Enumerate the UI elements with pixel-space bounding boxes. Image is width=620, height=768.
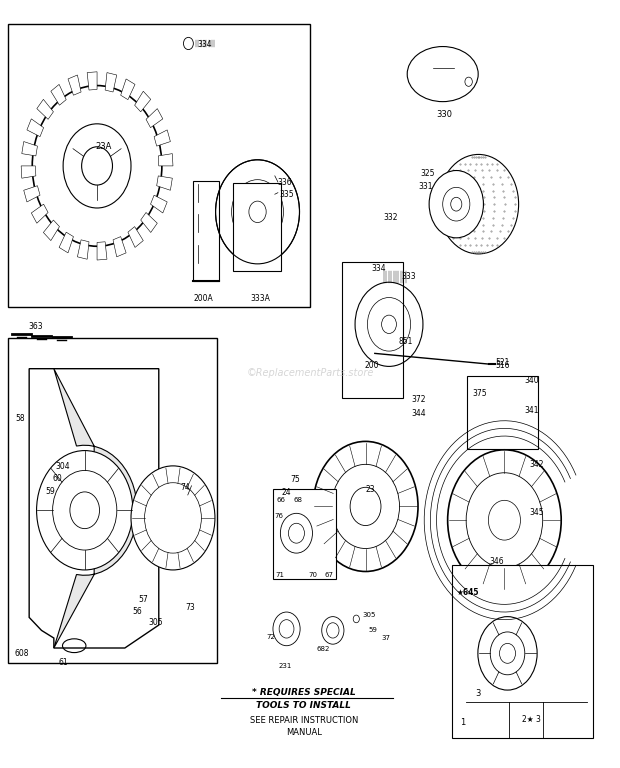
Text: TOOLS TO INSTALL: TOOLS TO INSTALL <box>257 701 352 710</box>
Text: 372: 372 <box>412 395 427 404</box>
Text: 336: 336 <box>278 178 293 187</box>
Polygon shape <box>78 240 89 260</box>
Text: 72: 72 <box>267 634 275 640</box>
Text: 305: 305 <box>148 618 163 627</box>
Polygon shape <box>21 166 36 178</box>
Text: 516: 516 <box>495 361 510 370</box>
FancyBboxPatch shape <box>273 489 336 579</box>
Text: 71: 71 <box>275 572 285 578</box>
Text: 375: 375 <box>472 389 487 398</box>
Text: 73: 73 <box>185 603 195 612</box>
FancyBboxPatch shape <box>467 376 538 449</box>
Text: 325: 325 <box>420 169 435 178</box>
Polygon shape <box>87 71 97 90</box>
Circle shape <box>429 170 484 238</box>
Text: 608: 608 <box>15 649 30 658</box>
Text: 67: 67 <box>325 572 334 578</box>
Polygon shape <box>121 79 135 100</box>
Text: 334: 334 <box>198 40 212 48</box>
FancyBboxPatch shape <box>452 565 593 737</box>
Bar <box>233 183 281 271</box>
FancyBboxPatch shape <box>342 262 402 398</box>
Text: 23: 23 <box>366 485 375 494</box>
Polygon shape <box>29 369 159 648</box>
FancyBboxPatch shape <box>7 338 218 664</box>
Polygon shape <box>43 220 60 240</box>
Bar <box>193 181 219 280</box>
Polygon shape <box>54 369 137 648</box>
Polygon shape <box>141 213 157 233</box>
Text: 344: 344 <box>412 409 427 418</box>
Polygon shape <box>68 75 81 95</box>
Polygon shape <box>37 99 53 119</box>
Text: 330: 330 <box>436 110 453 119</box>
Circle shape <box>131 466 215 570</box>
Text: 334: 334 <box>372 264 386 273</box>
Polygon shape <box>158 154 173 166</box>
Circle shape <box>37 451 133 570</box>
Text: 57: 57 <box>138 595 148 604</box>
Text: 75: 75 <box>290 475 300 484</box>
Text: 1: 1 <box>461 718 466 727</box>
Polygon shape <box>113 237 126 257</box>
Text: 341: 341 <box>525 406 539 415</box>
Text: 23A: 23A <box>95 142 112 151</box>
Text: 333A: 333A <box>250 293 270 303</box>
Text: 60: 60 <box>52 475 62 483</box>
Text: MANUAL: MANUAL <box>286 728 322 737</box>
Text: 66: 66 <box>276 498 285 503</box>
Polygon shape <box>105 73 117 92</box>
Text: 682: 682 <box>317 646 330 652</box>
Text: ©ReplacementParts.store: ©ReplacementParts.store <box>246 368 374 378</box>
Text: 851: 851 <box>399 336 413 346</box>
Text: * REQUIRES SPECIAL: * REQUIRES SPECIAL <box>252 688 356 697</box>
FancyBboxPatch shape <box>7 25 310 307</box>
Text: 340: 340 <box>525 376 539 385</box>
Text: 231: 231 <box>278 664 292 669</box>
Polygon shape <box>151 195 167 213</box>
Text: 332: 332 <box>384 213 398 222</box>
Text: 61: 61 <box>58 658 68 667</box>
Text: SEE REPAIR INSTRUCTION: SEE REPAIR INSTRUCTION <box>250 717 358 725</box>
Polygon shape <box>146 108 163 127</box>
Text: 346: 346 <box>489 557 503 566</box>
Polygon shape <box>32 204 48 223</box>
Text: 68: 68 <box>294 498 303 503</box>
Text: 56: 56 <box>132 607 142 616</box>
Text: 59: 59 <box>46 487 56 495</box>
Text: 70: 70 <box>309 572 318 578</box>
Polygon shape <box>157 176 172 190</box>
Text: ★645: ★645 <box>457 588 479 597</box>
Text: 200: 200 <box>365 361 379 370</box>
Text: 331: 331 <box>418 182 433 191</box>
Text: 24: 24 <box>282 488 291 497</box>
Polygon shape <box>135 91 151 112</box>
Text: 200A: 200A <box>193 293 213 303</box>
Text: 305: 305 <box>363 612 376 618</box>
Text: 521: 521 <box>495 358 510 367</box>
Text: 76: 76 <box>275 512 284 518</box>
Polygon shape <box>24 186 40 202</box>
Polygon shape <box>154 130 170 146</box>
Text: 333: 333 <box>401 272 416 280</box>
Text: 2★ 3: 2★ 3 <box>521 715 541 723</box>
Text: 335: 335 <box>279 190 294 199</box>
Text: 345: 345 <box>529 508 544 517</box>
Polygon shape <box>128 227 143 247</box>
Polygon shape <box>51 84 66 105</box>
Polygon shape <box>97 242 107 260</box>
Text: 3: 3 <box>476 690 480 698</box>
Polygon shape <box>27 119 43 137</box>
Text: 58: 58 <box>15 414 25 423</box>
Text: 363: 363 <box>28 322 43 331</box>
Text: 59: 59 <box>368 627 377 634</box>
Text: 342: 342 <box>529 460 544 468</box>
Polygon shape <box>59 232 73 253</box>
Text: 37: 37 <box>381 635 390 641</box>
Polygon shape <box>22 141 37 156</box>
Text: 304: 304 <box>56 462 70 471</box>
Text: 74: 74 <box>180 483 190 492</box>
